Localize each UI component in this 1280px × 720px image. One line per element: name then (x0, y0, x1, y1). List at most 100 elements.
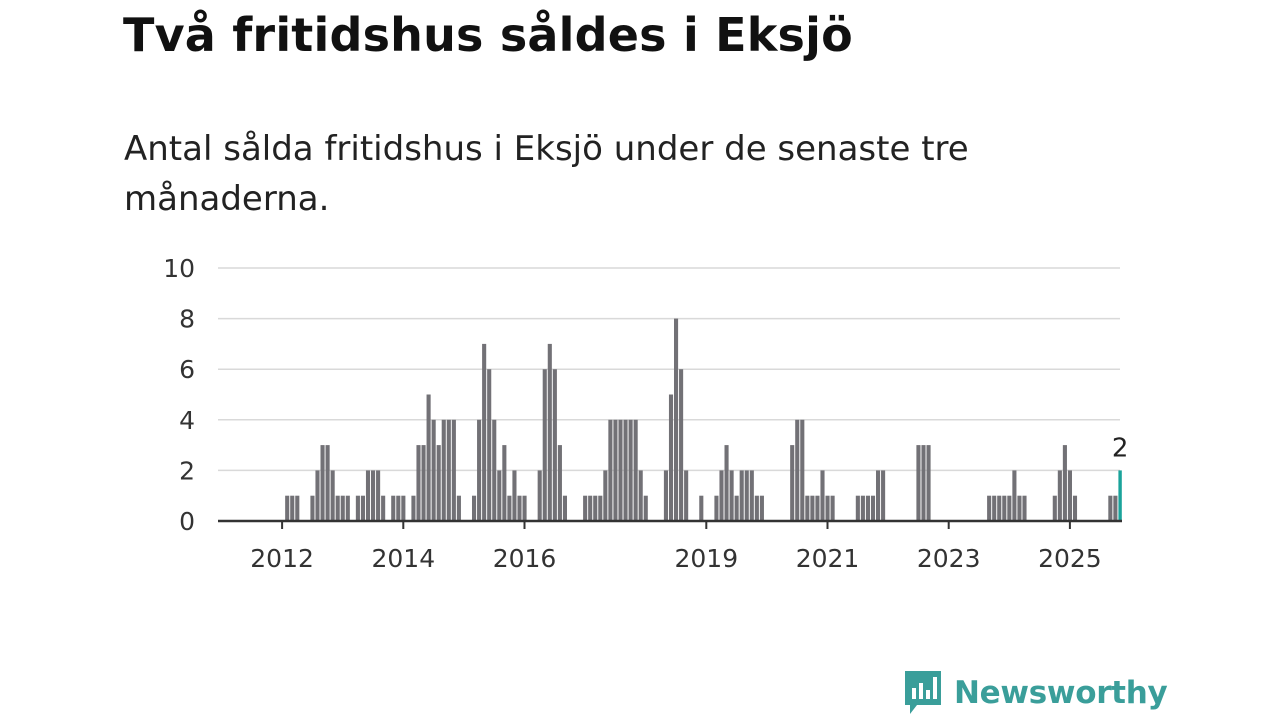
bar (431, 419, 436, 521)
bar (557, 445, 562, 521)
bar (310, 495, 315, 521)
bar (335, 495, 340, 521)
bar (830, 495, 835, 521)
y-tick-label: 0 (179, 507, 195, 536)
y-tick-label: 6 (179, 355, 195, 384)
bar (285, 495, 290, 521)
bar (719, 470, 724, 521)
bar (446, 419, 451, 521)
bar (441, 419, 446, 521)
bar (290, 495, 295, 521)
bar (815, 495, 820, 521)
labels: 0 2 4 6 8 10 2012 2014 2016 2019 2021 2023 2025 2 (163, 254, 1128, 573)
bar (618, 419, 623, 521)
highlight-data-label: 2 (1112, 433, 1129, 463)
chart-subtitle: Antal sålda fritidshus i Eksjö under de … (124, 129, 969, 219)
bar (795, 419, 800, 521)
bar (1113, 495, 1118, 521)
bar (421, 445, 426, 521)
y-tick-label: 8 (179, 305, 195, 334)
x-tick-label: 2014 (371, 544, 435, 573)
bar (734, 495, 739, 521)
bar (507, 495, 512, 521)
bar (365, 470, 371, 521)
bar (749, 470, 754, 521)
bar (381, 495, 386, 521)
bar (360, 495, 365, 521)
bar (790, 445, 795, 521)
x-tick-label: 2025 (1038, 544, 1102, 573)
bar (1002, 495, 1007, 521)
bar (805, 495, 810, 521)
bar (401, 495, 406, 521)
bar (588, 495, 593, 521)
bar (679, 369, 684, 521)
bar (583, 495, 588, 521)
bar (820, 470, 825, 521)
x-tick-label: 2023 (917, 544, 981, 573)
bar (638, 470, 643, 521)
x-tick-label: 2012 (250, 544, 314, 573)
bar (825, 495, 830, 521)
bar (396, 495, 401, 521)
bar (754, 495, 759, 521)
bar (355, 495, 360, 521)
bar (926, 445, 931, 521)
bar (643, 495, 648, 521)
bar (472, 495, 477, 521)
bar (416, 445, 421, 521)
bar (603, 470, 608, 521)
bar (552, 369, 557, 521)
y-tick-label: 4 (179, 406, 195, 435)
bar (810, 495, 815, 521)
bar (1108, 495, 1113, 521)
bar (921, 445, 926, 521)
highlight-bar (1118, 470, 1122, 521)
bar (391, 495, 396, 521)
bar (860, 495, 865, 521)
brand-name: Newsworthy (954, 675, 1168, 711)
y-tick-label: 10 (163, 254, 195, 283)
bar (426, 394, 431, 521)
bar (512, 470, 517, 521)
bar (800, 419, 805, 521)
bar (1072, 495, 1078, 521)
bar (1067, 470, 1072, 521)
bar (855, 495, 860, 521)
bar (451, 419, 456, 521)
bar (593, 495, 598, 521)
bar (376, 470, 381, 521)
bar (623, 419, 628, 521)
bar (724, 445, 729, 521)
bars (285, 318, 1122, 521)
bar (881, 470, 886, 521)
y-tick-label: 2 (179, 456, 195, 485)
bar (1052, 495, 1057, 521)
bar (340, 495, 345, 521)
bar (330, 470, 335, 521)
bar (598, 495, 603, 521)
bar (759, 495, 764, 521)
bar (537, 470, 542, 521)
bar (1007, 495, 1012, 521)
bar (1022, 495, 1027, 521)
bar (502, 445, 507, 521)
bar (714, 495, 719, 521)
newsworthy-brand[interactable]: Newsworthy (902, 668, 1168, 718)
bar (517, 495, 522, 521)
bar (371, 470, 376, 521)
bar (668, 394, 674, 521)
bar (562, 495, 567, 521)
bar (729, 470, 734, 521)
bar (345, 495, 350, 521)
bar (613, 419, 618, 521)
bar (865, 495, 870, 521)
bar (436, 445, 441, 521)
bar (482, 343, 487, 521)
bar (315, 470, 320, 521)
x-tick-label: 2016 (493, 544, 557, 573)
bar (522, 495, 527, 521)
bar (295, 495, 300, 521)
bar (663, 470, 668, 521)
bar (608, 419, 613, 521)
